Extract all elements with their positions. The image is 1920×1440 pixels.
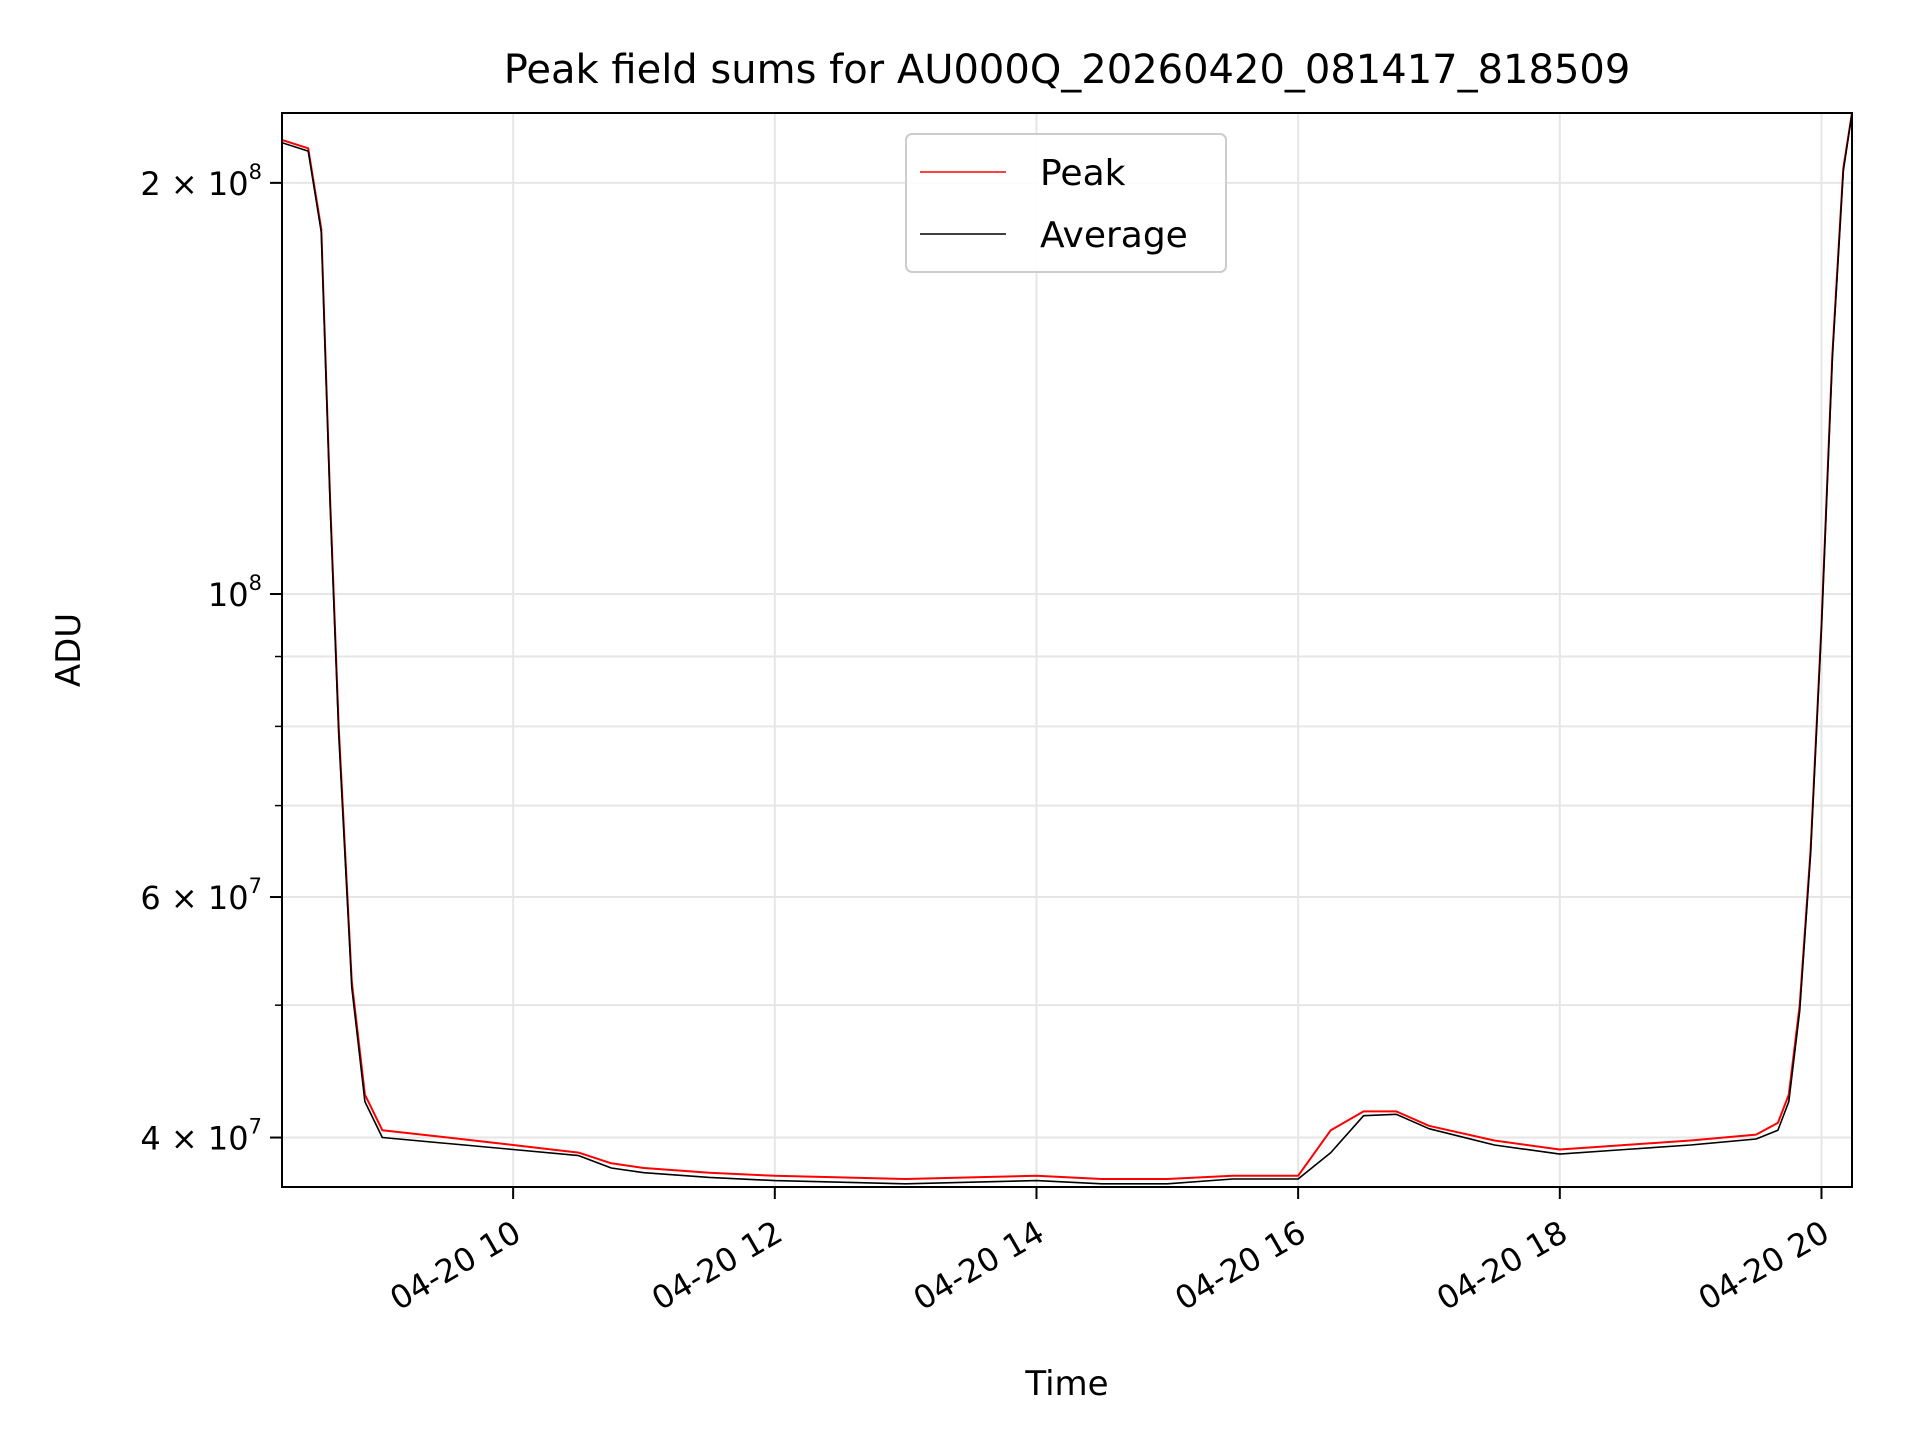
series-line-peak xyxy=(282,113,1852,1180)
y-tick-label: 6 × 107 xyxy=(140,874,262,917)
legend-box xyxy=(905,133,1227,273)
series-line-average xyxy=(282,113,1852,1185)
series-layer xyxy=(282,113,1852,1185)
legend-label-average: Average xyxy=(1040,215,1188,256)
x-axis-label: Time xyxy=(1024,1364,1108,1404)
y-axis-label: ADU xyxy=(49,613,89,687)
y-tick-label: 2 × 108 xyxy=(140,160,262,203)
legend-label-peak: Peak xyxy=(1040,153,1126,194)
plot-frame xyxy=(281,112,1853,1188)
y-axis-ticks: 4 × 107 6 × 107 108 2 × 108 xyxy=(140,160,282,1158)
chart-title: Peak field sums for AU000Q_20260420_0814… xyxy=(504,47,1631,93)
y-tick-label: 108 xyxy=(208,571,262,614)
legend: Peak Average xyxy=(905,133,1227,273)
y-tick-label: 4 × 107 xyxy=(140,1115,262,1158)
